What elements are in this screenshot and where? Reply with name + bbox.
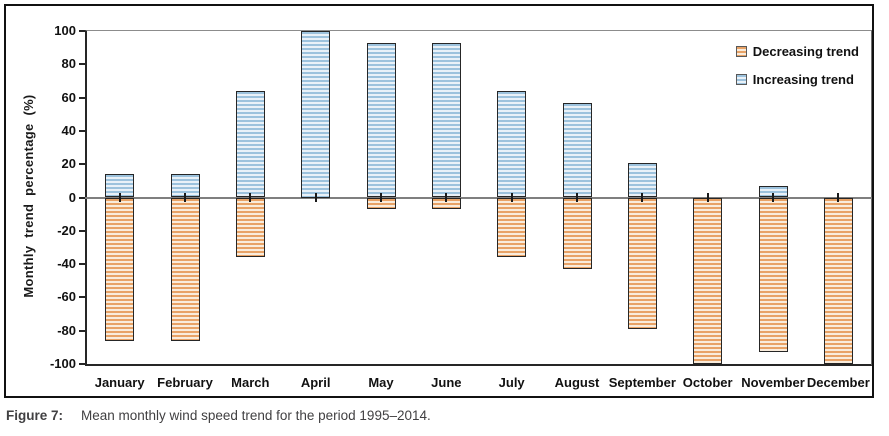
y-axis-tick-mark: [79, 229, 85, 232]
x-axis-label-october: October: [682, 375, 733, 390]
y-axis-tick-label--80: -80: [57, 322, 76, 338]
y-axis-tick-mark: [79, 129, 85, 132]
y-axis-tick-mark: [79, 96, 85, 99]
decreasing-bar-october: [693, 197, 723, 364]
x-axis-label-december: December: [806, 375, 870, 390]
increasing-bar-august: [562, 102, 592, 198]
decreasing-bar-february: [170, 197, 200, 341]
legend-item-increasing: Increasing trend: [735, 72, 859, 87]
x-axis-label-november: November: [741, 375, 805, 390]
y-axis-tick-mark: [79, 63, 85, 66]
increasing-bar-may: [366, 42, 396, 198]
decreasing-bar-august: [562, 197, 592, 270]
x-axis-label-july: July: [498, 375, 525, 390]
decreasing-bar-january: [105, 197, 135, 341]
increasing-bar-june: [431, 42, 461, 198]
decreasing-trend-swatch-icon: [735, 46, 747, 57]
plot-area: Decreasing trend Increasing trend: [85, 30, 872, 366]
y-axis-tick-mark: [79, 263, 85, 266]
error-bar-january: [118, 192, 121, 203]
error-bar-september: [641, 192, 644, 203]
legend-item-decreasing: Decreasing trend: [735, 44, 859, 59]
error-bar-december: [837, 192, 840, 203]
x-axis-label-may: May: [368, 375, 394, 390]
increasing-bar-september: [627, 162, 657, 198]
y-axis-tick-label--100: -100: [49, 356, 76, 371]
y-axis-tick-label--20: -20: [57, 222, 76, 238]
legend-label-decreasing: Decreasing trend: [752, 44, 859, 59]
chart-figure: Monthly trend percentage (%) Decreasing …: [4, 4, 874, 398]
x-axis-label-march: March: [231, 375, 270, 390]
y-axis-tick-label--40: -40: [57, 256, 76, 272]
error-bar-august: [576, 192, 578, 203]
zero-gridline: [85, 196, 872, 199]
x-axis-label-august: August: [554, 375, 600, 390]
y-axis-tick-mark: [79, 329, 85, 332]
increasing-trend-swatch-icon: [735, 74, 747, 85]
decreasing-bar-july: [497, 197, 527, 258]
increasing-bar-march: [235, 90, 265, 198]
y-axis-tick-label-80: 80: [61, 56, 76, 72]
increasing-bar-april: [301, 31, 331, 198]
y-axis-tick-label--60: -60: [57, 289, 76, 305]
x-axis-label-january: January: [94, 375, 145, 390]
error-bar-april: [314, 192, 317, 203]
legend-label-increasing: Increasing trend: [752, 72, 854, 87]
y-axis-tick-label-20: 20: [61, 156, 76, 172]
y-axis-tick-mark: [79, 363, 85, 365]
error-bar-november: [772, 192, 774, 203]
x-axis-label-june: June: [431, 375, 462, 390]
legend: Decreasing trend Increasing trend: [735, 44, 859, 87]
decreasing-bar-march: [235, 197, 265, 258]
figure-caption-text: Mean monthly wind speed trend for the pe…: [81, 408, 431, 423]
y-axis-tick-label-40: 40: [61, 122, 76, 138]
y-axis-tick-mark: [79, 30, 85, 32]
decreasing-bar-september: [627, 197, 657, 330]
y-axis-tick-label-60: 60: [61, 89, 76, 105]
error-bar-june: [445, 192, 448, 203]
x-axis-label-september: September: [608, 375, 676, 390]
y-axis-tick-mark: [79, 196, 85, 199]
figure-caption: Figure 7: Mean monthly wind speed trend …: [6, 408, 431, 423]
x-axis-label-february: February: [157, 375, 213, 390]
figure-caption-label: Figure 7:: [6, 408, 64, 423]
y-axis-tick-mark: [79, 296, 85, 299]
decreasing-bar-december: [823, 197, 853, 364]
decreasing-bar-november: [758, 197, 788, 353]
y-axis-tick-label-0: 0: [68, 189, 76, 205]
y-axis-tick-label-100: 100: [54, 23, 76, 38]
error-bar-october: [706, 192, 709, 203]
error-bar-february: [184, 192, 186, 203]
error-bar-march: [249, 192, 252, 203]
x-axis-label-april: April: [300, 375, 331, 390]
y-axis-tick-mark: [79, 163, 85, 166]
increasing-bar-july: [497, 90, 527, 198]
error-bar-july: [510, 192, 513, 203]
error-bar-may: [380, 192, 382, 203]
